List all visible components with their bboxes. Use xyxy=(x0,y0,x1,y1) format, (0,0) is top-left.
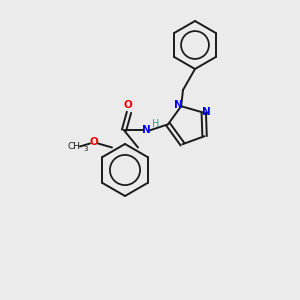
Text: O: O xyxy=(124,100,132,110)
Text: CH: CH xyxy=(68,142,80,151)
Text: N: N xyxy=(174,100,182,110)
Text: H: H xyxy=(152,119,160,129)
Text: 3: 3 xyxy=(84,146,88,152)
Text: N: N xyxy=(202,107,211,117)
Text: O: O xyxy=(90,137,98,148)
Text: N: N xyxy=(142,125,150,135)
